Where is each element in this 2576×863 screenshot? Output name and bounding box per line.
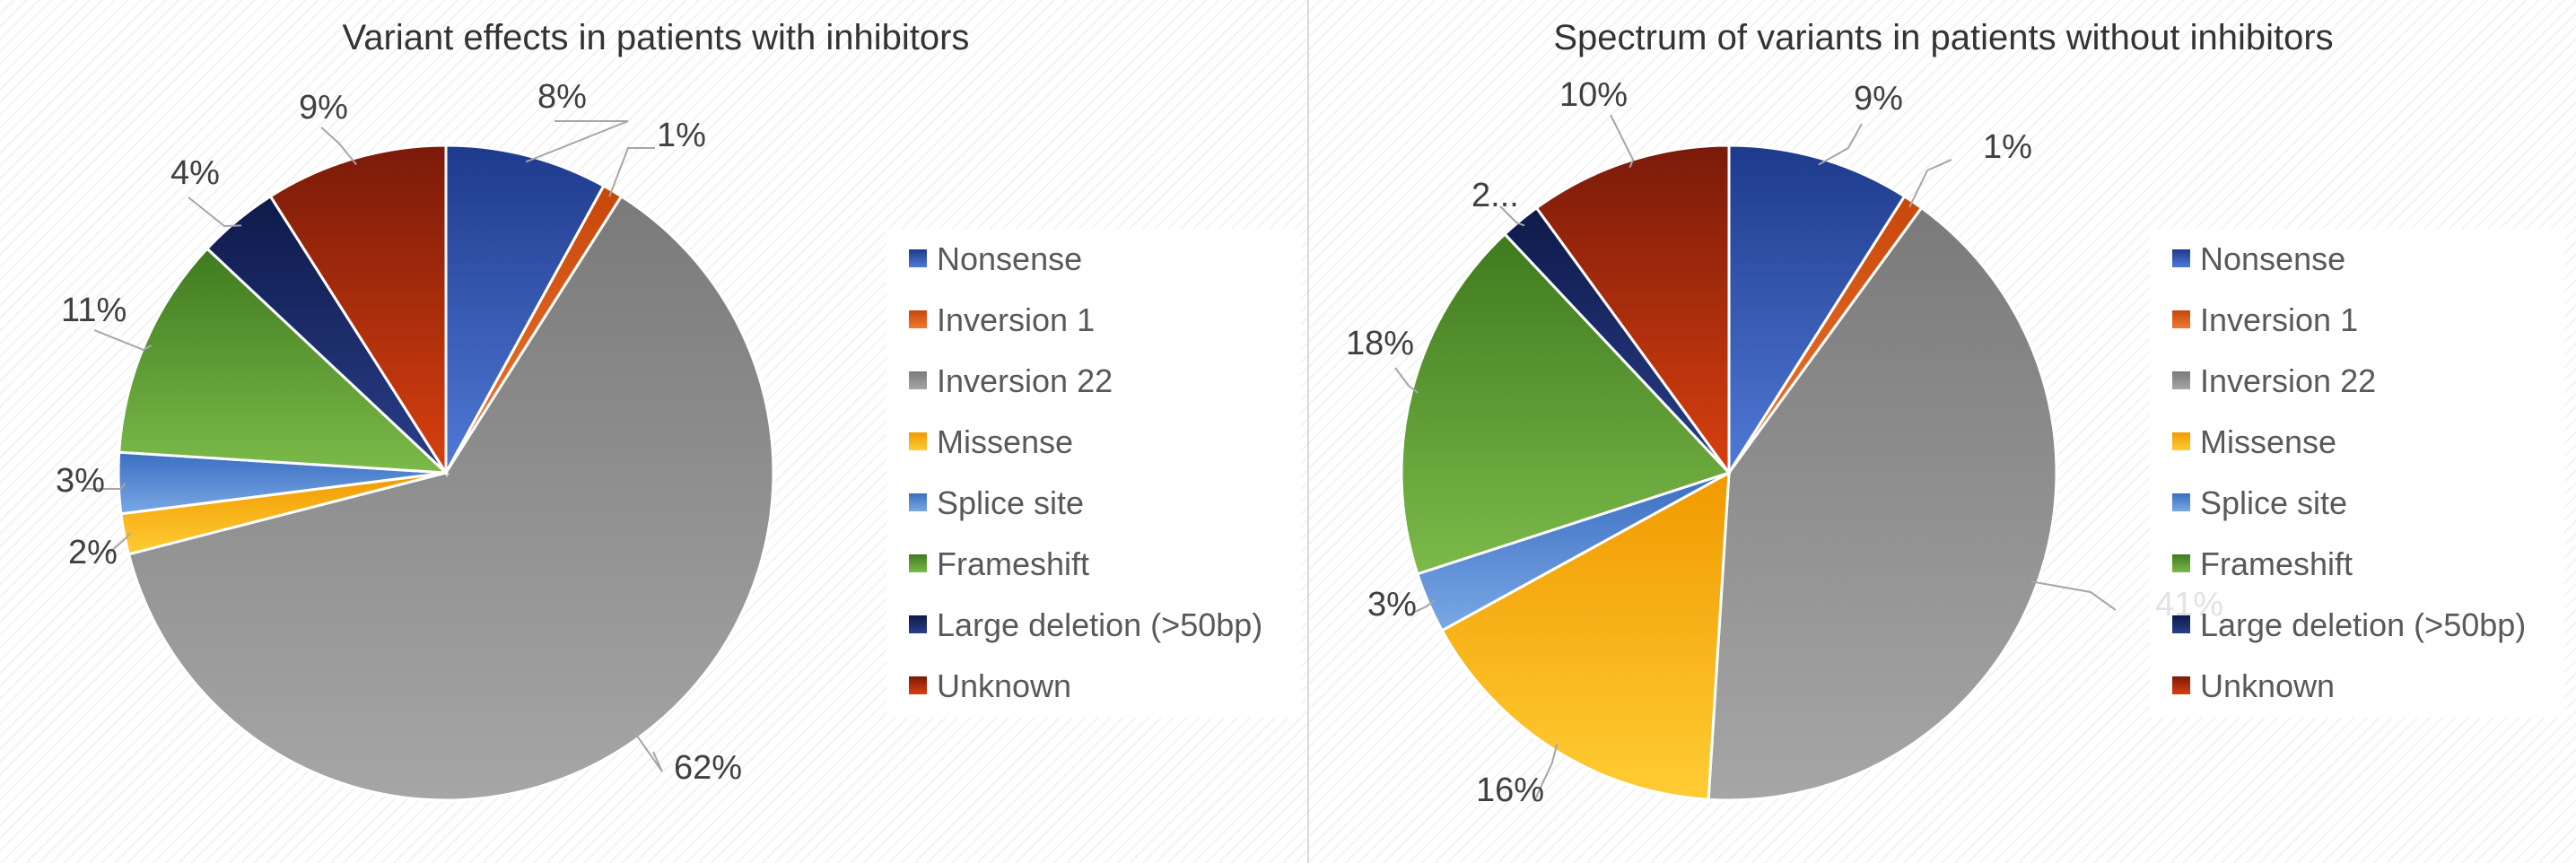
legend-swatch-unknown <box>2172 676 2190 694</box>
legend-swatch-unknown <box>909 676 927 694</box>
legend-swatch-large-deletion-50bp <box>909 615 927 633</box>
pie-slice-nonsense <box>1727 144 1907 478</box>
chart-title: Variant effects in patients with inhibit… <box>343 18 970 57</box>
legend-swatch-missense <box>2172 432 2190 450</box>
data-label-frameshift: 18% <box>1346 325 1414 362</box>
legend-swatch-frameshift <box>2172 554 2190 572</box>
leader-line-large-deletion-50bp <box>1499 205 1525 227</box>
leader-line-frameshift <box>1394 367 1419 394</box>
leader-line-inversion-1 <box>1908 159 1952 208</box>
chart-title: Spectrum of variants in patients without… <box>1553 18 2333 57</box>
leader-line-unknown <box>1610 114 1635 169</box>
data-label-large-deletion-50bp: 2... <box>1471 177 1519 214</box>
legend-swatch-inversion-1 <box>909 310 927 328</box>
data-label-unknown: 9% <box>299 89 348 126</box>
leader-line-inversion-1 <box>608 147 655 197</box>
legend-swatch-inversion-22 <box>2172 371 2190 389</box>
pie-slice-nonsense <box>444 144 606 474</box>
pie-slice-unknown <box>268 144 448 478</box>
legend-swatch-inversion-22 <box>909 371 927 389</box>
leader-line-missense <box>1533 743 1559 802</box>
legend-swatch-large-deletion-50bp <box>2172 615 2190 633</box>
data-label-inversion-1: 1% <box>657 117 706 154</box>
leader-line-nonsense <box>525 120 629 163</box>
pie-chart-1: Variant effects in patients with inhibit… <box>56 18 1301 802</box>
legend: Nonsense Inversion 1 Inversion 22 Missense S… <box>2150 229 2564 718</box>
legend-box <box>2150 229 2564 718</box>
legend-swatch-frameshift <box>909 554 927 572</box>
data-label-nonsense: 9% <box>1854 80 1903 118</box>
legend-swatch-nonsense <box>909 249 927 267</box>
leader-line-missense <box>107 532 132 555</box>
legend-swatch-nonsense <box>2172 249 2190 267</box>
pie-slice-unknown <box>1534 144 1731 477</box>
legend-label-inversion-1: Inversion 1 <box>937 301 1095 338</box>
legend-label-missense: Missense <box>937 423 1073 460</box>
legend-label-inversion-22: Inversion 22 <box>937 362 1113 399</box>
legend-label-inversion-22: Inversion 22 <box>2200 362 2376 399</box>
legend-label-nonsense: Nonsense <box>937 240 1082 277</box>
data-label-inversion-22: 62% <box>674 749 742 787</box>
legend-label-unknown: Unknown <box>2200 667 2335 704</box>
data-label-unknown: 10% <box>1559 76 1628 114</box>
leader-line-inversion-22 <box>633 731 663 772</box>
pie-slice-missense <box>1440 470 1731 801</box>
leader-line-large-deletion-50bp <box>188 196 242 228</box>
data-label-frameshift: 11% <box>61 292 127 329</box>
legend-label-large-deletion-50bp: Large deletion (>50bp) <box>2200 606 2526 643</box>
legend-label-frameshift: Frameshift <box>937 545 1089 582</box>
leader-line-unknown <box>320 126 357 166</box>
legend-label-nonsense: Nonsense <box>2200 240 2345 277</box>
leader-line-splice-site <box>1406 599 1436 616</box>
leader-line-nonsense <box>1818 123 1863 166</box>
legend-label-missense: Missense <box>2200 423 2336 460</box>
leader-line-frameshift <box>93 329 153 352</box>
legend-label-unknown: Unknown <box>937 667 1071 704</box>
legend-label-splice-site: Splice site <box>2200 484 2347 521</box>
data-label-splice-site: 3% <box>56 462 105 500</box>
leader-line-inversion-22 <box>2030 580 2117 611</box>
data-label-large-deletion-50bp: 4% <box>170 154 220 192</box>
legend-label-frameshift: Frameshift <box>2200 545 2353 582</box>
data-label-missense: 2% <box>68 534 118 571</box>
data-label-nonsense: 8% <box>537 78 587 116</box>
legend-label-large-deletion-50bp: Large deletion (>50bp) <box>937 606 1262 643</box>
leader-line-splice-site <box>85 482 127 490</box>
pie-slice-frameshift <box>1400 231 1732 576</box>
data-label-splice-site: 3% <box>1367 586 1417 623</box>
data-label-missense: 16% <box>1476 771 1544 809</box>
pie-slice-inversion-22 <box>1707 205 2058 802</box>
pie-chart-2: Spectrum of variants in patients without… <box>1346 18 2564 809</box>
legend-swatch-splice-site <box>2172 493 2190 511</box>
pie-slice-frameshift <box>118 247 450 475</box>
legend-box <box>886 229 1301 718</box>
legend-swatch-missense <box>909 432 927 450</box>
legend-label-inversion-1: Inversion 1 <box>2200 301 2358 338</box>
legend-swatch-inversion-1 <box>2172 310 2190 328</box>
legend-swatch-splice-site <box>909 493 927 511</box>
data-label-inversion-1: 1% <box>1983 128 2032 166</box>
legend-label-splice-site: Splice site <box>937 484 1084 521</box>
legend: Nonsense Inversion 1 Inversion 22 Missense S… <box>886 229 1301 718</box>
